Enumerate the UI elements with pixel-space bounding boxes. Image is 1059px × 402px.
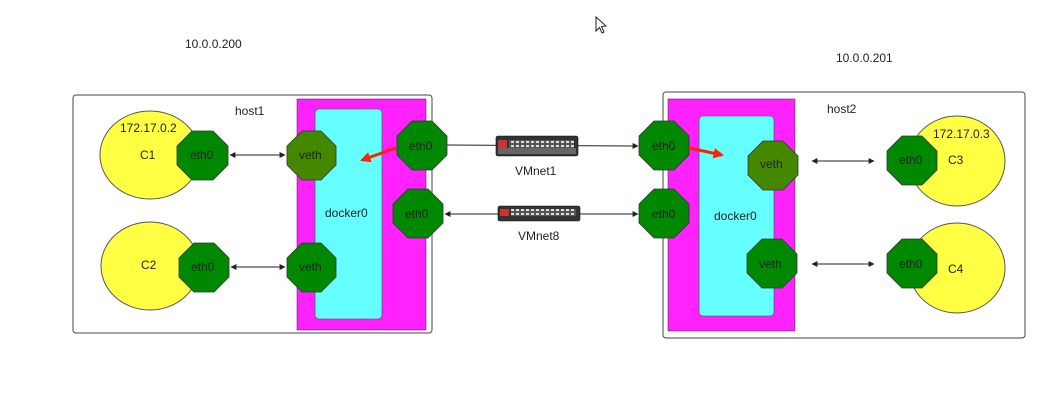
- host1-veth-1-label: veth: [299, 148, 322, 162]
- host2-name-label: host2: [827, 102, 857, 116]
- host2-eth0-vmnet1-label: eth0: [652, 139, 676, 153]
- c2-eth0-label: eth0: [191, 260, 215, 274]
- container-c4-name: C4: [948, 262, 964, 276]
- host1-eth0-vmnet1: [396, 120, 448, 171]
- host2-docker0-label: docker0: [714, 209, 757, 223]
- host1-veth-2-label: veth: [299, 260, 322, 274]
- host2-veth-1-label: veth: [760, 157, 783, 171]
- host2-veth-2-label: veth: [759, 257, 782, 271]
- c4-eth0-interface: [886, 238, 938, 289]
- c3-eth0-label: eth0: [899, 153, 923, 167]
- vmnet1-switch-icon: [495, 135, 579, 157]
- container-c2-name: C2: [141, 258, 157, 272]
- container-c3-ip: 172.17.0.3: [933, 127, 990, 141]
- c1-eth0-interface: [176, 130, 229, 181]
- c1-eth0-label: eth0: [190, 148, 214, 162]
- host1-eth0-vmnet1-label: eth0: [409, 139, 433, 153]
- container-c1-ip: 172.17.0.2: [120, 121, 177, 135]
- vmnet8-switch-icon: [497, 205, 581, 222]
- host1-ip-label: 10.0.0.200: [185, 37, 242, 51]
- host1-veth-1: [286, 130, 337, 181]
- container-c1-name: C1: [140, 148, 156, 162]
- red-arrow-host2: [688, 146, 725, 159]
- red-arrow-host1: [360, 146, 397, 163]
- host1-name-label: host1: [235, 104, 265, 118]
- host1-veth-2: [286, 242, 337, 293]
- host2-eth0-vmnet1: [638, 120, 690, 171]
- mouse-cursor-icon: [595, 15, 608, 34]
- host1-eth0-vmnet8: [392, 188, 444, 239]
- host1-docker0-label: docker0: [325, 206, 368, 220]
- c4-eth0-label: eth0: [899, 257, 923, 271]
- vmnet1-label: VMnet1: [515, 164, 557, 178]
- host2-veth-1: [747, 140, 799, 191]
- host2-eth0-vmnet8: [638, 188, 690, 239]
- host1-eth0-vmnet8-label: eth0: [405, 207, 429, 221]
- c3-eth0-interface: [886, 135, 938, 186]
- c2-eth0-interface: [178, 242, 230, 293]
- host2-veth-2: [746, 238, 798, 289]
- vmnet8-label: VMnet8: [518, 229, 560, 243]
- host2-eth0-vmnet8-label: eth0: [652, 207, 676, 221]
- container-c3-name: C3: [948, 153, 964, 167]
- host2-ip-label: 10.0.0.201: [836, 51, 893, 65]
